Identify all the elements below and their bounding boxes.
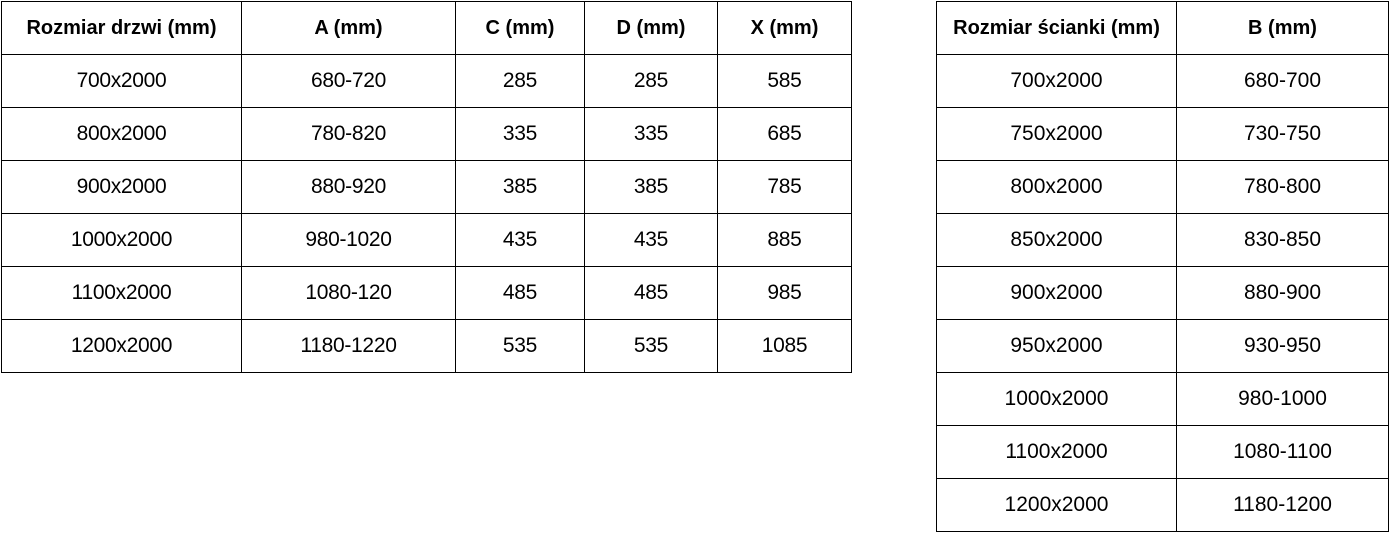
table-cell: 385 [455,160,585,214]
wall-table-row: 800x2000 780-800 [936,160,1389,214]
table-cell: 585 [717,54,852,108]
wall-table-row: 1000x2000 980-1000 [936,372,1389,426]
table-cell: 980-1000 [1176,372,1389,426]
table-cell: 880-900 [1176,266,1389,320]
table-cell: 700x2000 [936,54,1177,108]
table-cell: 435 [584,213,718,267]
table-cell: 1100x2000 [936,425,1177,479]
wall-table-row: 950x2000 930-950 [936,319,1389,373]
table-cell: 750x2000 [936,107,1177,161]
wall-table-row: 1200x2000 1180-1200 [936,478,1389,532]
door-table-row: 800x2000 780-820 335 335 685 [1,107,852,161]
table-cell: 335 [584,107,718,161]
table-cell: 685 [717,107,852,161]
table-cell: 800x2000 [936,160,1177,214]
table-cell: 880-920 [241,160,456,214]
table-cell: 800x2000 [1,107,242,161]
wall-table-row: 850x2000 830-850 [936,213,1389,267]
table-cell: 485 [455,266,585,320]
table-cell: 680-700 [1176,54,1389,108]
table-cell: 930-950 [1176,319,1389,373]
table-cell: 285 [455,54,585,108]
table-cell: 850x2000 [936,213,1177,267]
table-cell: 1180-1220 [241,319,456,373]
table-cell: 830-850 [1176,213,1389,267]
door-table-row: 1000x2000 980-1020 435 435 885 [1,213,852,267]
wall-table-row: 750x2000 730-750 [936,107,1389,161]
table-cell: 1200x2000 [1,319,242,373]
table-cell: 680-720 [241,54,456,108]
door-table-row: 900x2000 880-920 385 385 785 [1,160,852,214]
table-cell: 1000x2000 [936,372,1177,426]
table-cell: 435 [455,213,585,267]
wall-table-column-header: B (mm) [1176,1,1389,55]
table-cell: 900x2000 [1,160,242,214]
wall-table-row: 1100x2000 1080-1100 [936,425,1389,479]
table-cell: 335 [455,107,585,161]
table-cell: 1080-1100 [1176,425,1389,479]
wall-table-row: 700x2000 680-700 [936,54,1389,108]
wall-table-row: 900x2000 880-900 [936,266,1389,320]
table-cell: 980-1020 [241,213,456,267]
door-table-column-header: D (mm) [584,1,718,55]
door-table-column-header: C (mm) [455,1,585,55]
table-cell: 900x2000 [936,266,1177,320]
table-cell: 1180-1200 [1176,478,1389,532]
table-cell: 780-800 [1176,160,1389,214]
door-table-column-header: Rozmiar drzwi (mm) [1,1,242,55]
table-cell: 1100x2000 [1,266,242,320]
table-cell: 950x2000 [936,319,1177,373]
table-cell: 785 [717,160,852,214]
door-table-row: 1200x2000 1180-1220 535 535 1085 [1,319,852,373]
door-table-header-row: Rozmiar drzwi (mm) A (mm) C (mm) D (mm) … [1,1,852,55]
door-table-column-header: A (mm) [241,1,456,55]
table-cell: 485 [584,266,718,320]
table-cell: 885 [717,213,852,267]
door-table-row: 700x2000 680-720 285 285 585 [1,54,852,108]
door-dimensions-table: Rozmiar drzwi (mm) A (mm) C (mm) D (mm) … [1,1,852,373]
wall-dimensions-table: Rozmiar ścianki (mm) B (mm) 700x2000 680-… [936,1,1389,532]
table-cell: 1085 [717,319,852,373]
table-cell: 535 [455,319,585,373]
table-cell: 985 [717,266,852,320]
table-cell: 700x2000 [1,54,242,108]
wall-table-column-header: Rozmiar ścianki (mm) [936,1,1177,55]
wall-table-header-row: Rozmiar ścianki (mm) B (mm) [936,1,1389,55]
door-table-row: 1100x2000 1080-120 485 485 985 [1,266,852,320]
table-cell: 730-750 [1176,107,1389,161]
door-table-column-header: X (mm) [717,1,852,55]
table-cell: 285 [584,54,718,108]
table-cell: 1000x2000 [1,213,242,267]
table-cell: 385 [584,160,718,214]
table-cell: 1080-120 [241,266,456,320]
table-cell: 1200x2000 [936,478,1177,532]
table-cell: 535 [584,319,718,373]
table-cell: 780-820 [241,107,456,161]
